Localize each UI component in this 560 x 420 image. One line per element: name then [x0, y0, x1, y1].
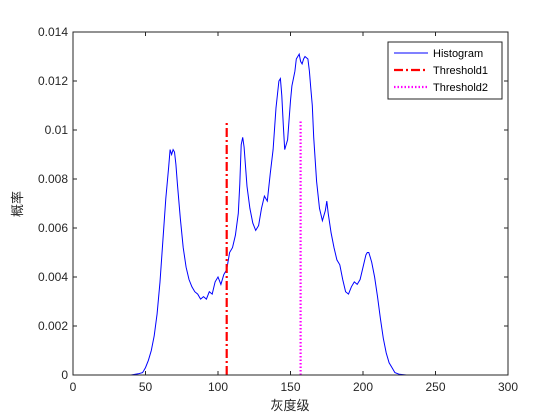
legend-label: Threshold2: [433, 82, 488, 94]
y-tick-label: 0: [61, 368, 68, 382]
legend-label: Histogram: [433, 48, 483, 60]
y-axis-label: 概率: [10, 191, 26, 217]
x-tick-label: 0: [70, 380, 77, 394]
y-tick-label: 0.008: [38, 172, 68, 186]
y-tick-label: 0.01: [45, 123, 69, 137]
series-line-histogram: [73, 52, 508, 376]
x-tick-label: 150: [280, 380, 300, 394]
x-tick-label: 50: [139, 380, 153, 394]
x-tick-label: 100: [208, 380, 228, 394]
x-axis-label: 灰度级: [270, 398, 309, 414]
legend: Histogram Threshold1 Threshold2: [387, 41, 503, 100]
y-tick-label: 0.014: [38, 25, 68, 39]
y-tick-label: 0.004: [38, 270, 68, 284]
y-tick-label: 0.006: [38, 221, 68, 235]
legend-label: Threshold1: [433, 65, 488, 77]
y-tick-label: 0.012: [38, 74, 68, 88]
x-tick-label: 250: [425, 380, 445, 394]
y-tick-label: 0.002: [38, 319, 68, 333]
x-tick-label: 300: [498, 380, 518, 394]
x-tick-label: 200: [353, 380, 373, 394]
